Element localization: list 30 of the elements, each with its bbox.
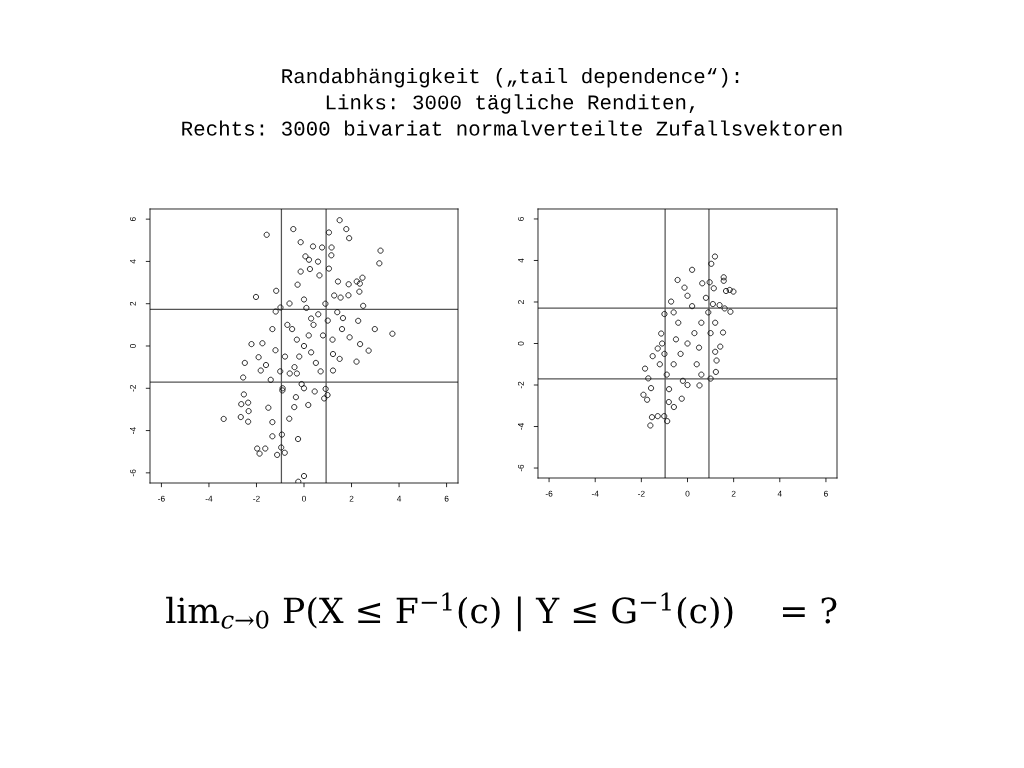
y-tick-label: 6 bbox=[129, 217, 136, 222]
y-tick-label: -4 bbox=[130, 427, 136, 434]
y-tick-label: 4 bbox=[130, 259, 136, 264]
x-tick-label: 2 bbox=[349, 495, 354, 502]
x-tick-label: 6 bbox=[824, 490, 828, 497]
y-tick-label: -4 bbox=[518, 423, 524, 430]
text: Randabhängigkeit („tail dependence“): Links: 3000 tägliche Renditen, Rechts: 3000 bivariat normalverteilte Zufallsvektoren bbox=[182, 68, 842, 136]
text: lim$_{c→0}$ P(X ≤ F$^{−1}$(c) | Y ≤ G$^{−1}$(c)) = ? bbox=[166, 592, 837, 632]
y-tick-label: -6 bbox=[517, 464, 524, 472]
y-tick-label: 6 bbox=[517, 217, 524, 221]
x-tick-label: 0 bbox=[302, 495, 306, 502]
y-tick-label: 2 bbox=[129, 301, 136, 306]
x-tick-label: -2 bbox=[253, 495, 260, 502]
x-tick-label: 4 bbox=[396, 495, 402, 502]
y-tick-label: -6 bbox=[129, 469, 136, 477]
y-tick-label: 0 bbox=[517, 341, 524, 346]
x-tick-label: -4 bbox=[591, 490, 599, 497]
x-tick-label: -4 bbox=[205, 495, 213, 502]
y-tick-label: -2 bbox=[129, 385, 136, 392]
x-tick-label: 0 bbox=[685, 490, 690, 497]
x-tick-label: 4 bbox=[777, 490, 782, 497]
x-tick-label: 2 bbox=[731, 490, 736, 497]
x-tick-label: -6 bbox=[158, 495, 165, 502]
x-tick-label: -6 bbox=[545, 490, 553, 497]
y-tick-label: 2 bbox=[517, 300, 524, 304]
y-tick-label: 0 bbox=[129, 344, 136, 348]
x-tick-label: 6 bbox=[444, 495, 449, 502]
x-tick-label: -2 bbox=[638, 490, 645, 497]
y-tick-label: -2 bbox=[517, 381, 524, 389]
y-tick-label: 4 bbox=[518, 258, 524, 263]
